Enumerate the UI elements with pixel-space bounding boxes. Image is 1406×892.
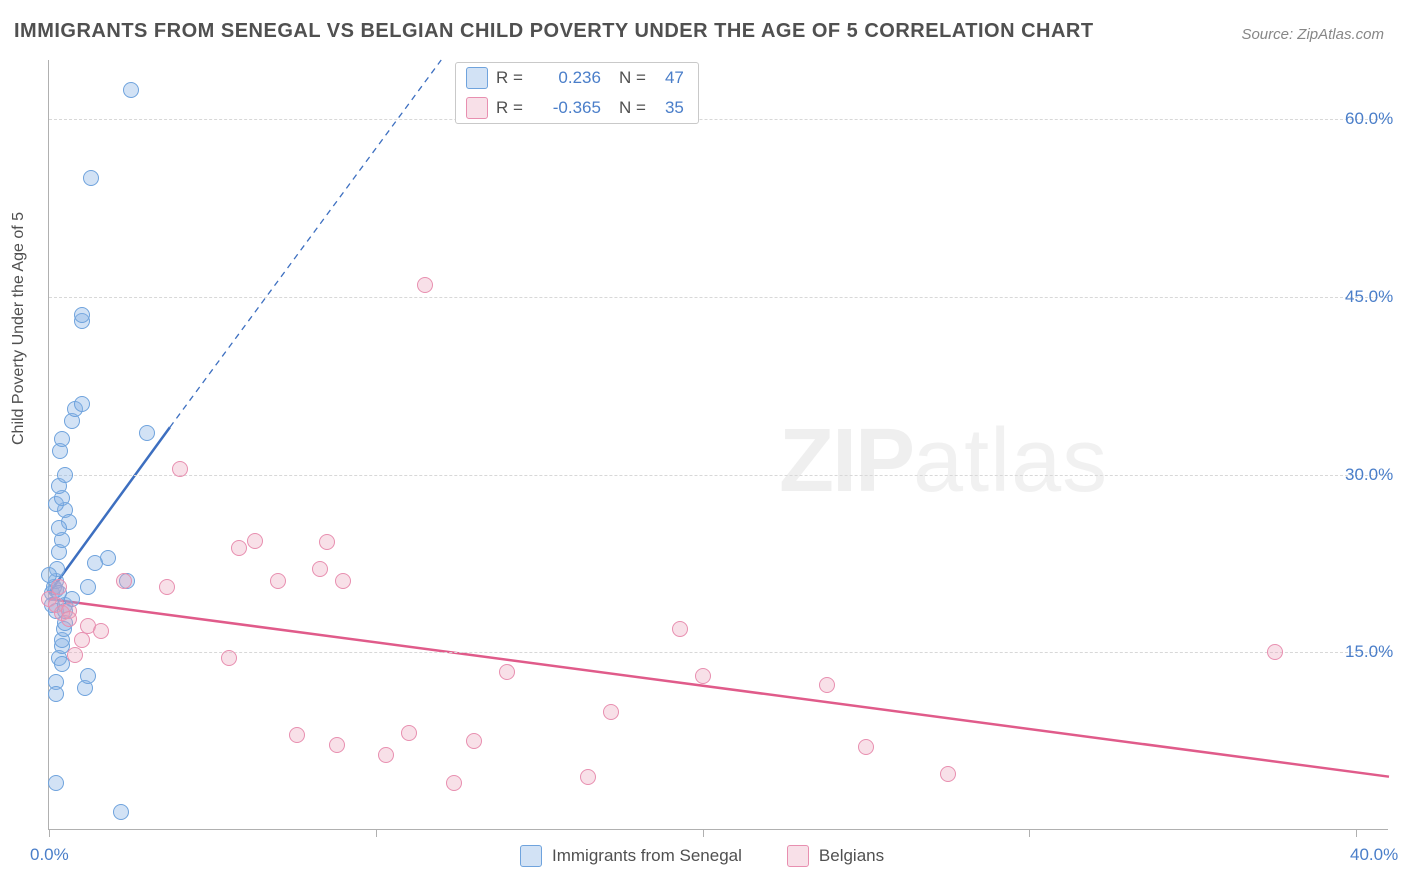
data-point bbox=[67, 647, 83, 663]
data-point bbox=[335, 573, 351, 589]
n-value: 35 bbox=[654, 98, 684, 118]
data-point bbox=[417, 277, 433, 293]
chart-title: IMMIGRANTS FROM SENEGAL VS BELGIAN CHILD… bbox=[14, 20, 1094, 43]
data-point bbox=[48, 686, 64, 702]
data-point bbox=[80, 668, 96, 684]
legend-swatch bbox=[520, 845, 542, 867]
data-point bbox=[54, 431, 70, 447]
plot-area: ZIPatlas bbox=[48, 60, 1388, 830]
legend-swatch bbox=[466, 67, 488, 89]
x-tick bbox=[1029, 829, 1030, 837]
data-point bbox=[172, 461, 188, 477]
data-point bbox=[672, 621, 688, 637]
data-point bbox=[319, 534, 335, 550]
data-point bbox=[580, 769, 596, 785]
data-point bbox=[499, 664, 515, 680]
r-label: R = bbox=[496, 98, 523, 118]
data-point bbox=[74, 396, 90, 412]
gridline-h bbox=[49, 119, 1388, 120]
data-point bbox=[858, 739, 874, 755]
data-point bbox=[247, 533, 263, 549]
data-point bbox=[57, 467, 73, 483]
series-name: Belgians bbox=[819, 846, 884, 866]
gridline-h bbox=[49, 297, 1388, 298]
data-point bbox=[819, 677, 835, 693]
data-point bbox=[603, 704, 619, 720]
data-point bbox=[61, 611, 77, 627]
x-tick bbox=[49, 829, 50, 837]
trend-lines-layer bbox=[49, 60, 1388, 829]
x-tick bbox=[703, 829, 704, 837]
data-point bbox=[1267, 644, 1283, 660]
data-point bbox=[116, 573, 132, 589]
watermark-atlas: atlas bbox=[913, 411, 1108, 511]
data-point bbox=[221, 650, 237, 666]
correlation-legend: R = 0.236 N = 47 R = -0.365 N = 35 bbox=[455, 62, 699, 124]
r-value: 0.236 bbox=[531, 68, 601, 88]
data-point bbox=[231, 540, 247, 556]
x-tick bbox=[1356, 829, 1357, 837]
data-point bbox=[51, 520, 67, 536]
data-point bbox=[446, 775, 462, 791]
data-point bbox=[270, 573, 286, 589]
x-axis-max-label: 40.0% bbox=[1350, 845, 1398, 865]
series-legend: Immigrants from Senegal Belgians bbox=[520, 845, 884, 867]
data-point bbox=[113, 804, 129, 820]
data-point bbox=[312, 561, 328, 577]
gridline-h bbox=[49, 475, 1388, 476]
data-point bbox=[48, 775, 64, 791]
legend-swatch bbox=[466, 97, 488, 119]
y-tick-label: 45.0% bbox=[1345, 287, 1393, 307]
data-point bbox=[74, 307, 90, 323]
series-legend-item: Immigrants from Senegal bbox=[520, 845, 742, 867]
data-point bbox=[80, 579, 96, 595]
data-point bbox=[466, 733, 482, 749]
legend-row: R = 0.236 N = 47 bbox=[456, 63, 698, 93]
data-point bbox=[378, 747, 394, 763]
y-axis-label: Child Poverty Under the Age of 5 bbox=[10, 212, 28, 445]
data-point bbox=[289, 727, 305, 743]
data-point bbox=[401, 725, 417, 741]
data-point bbox=[87, 555, 103, 571]
series-name: Immigrants from Senegal bbox=[552, 846, 742, 866]
r-value: -0.365 bbox=[531, 98, 601, 118]
data-point bbox=[123, 82, 139, 98]
y-tick-label: 15.0% bbox=[1345, 642, 1393, 662]
watermark: ZIPatlas bbox=[779, 410, 1108, 513]
data-point bbox=[695, 668, 711, 684]
y-tick-label: 30.0% bbox=[1345, 465, 1393, 485]
n-label: N = bbox=[619, 68, 646, 88]
data-point bbox=[329, 737, 345, 753]
r-label: R = bbox=[496, 68, 523, 88]
legend-swatch bbox=[787, 845, 809, 867]
data-point bbox=[940, 766, 956, 782]
data-point bbox=[83, 170, 99, 186]
gridline-h bbox=[49, 652, 1388, 653]
x-tick bbox=[376, 829, 377, 837]
data-point bbox=[159, 579, 175, 595]
legend-row: R = -0.365 N = 35 bbox=[456, 93, 698, 123]
watermark-zip: ZIP bbox=[779, 411, 913, 511]
n-label: N = bbox=[619, 98, 646, 118]
data-point bbox=[139, 425, 155, 441]
x-axis-min-label: 0.0% bbox=[30, 845, 69, 865]
series-legend-item: Belgians bbox=[787, 845, 884, 867]
n-value: 47 bbox=[654, 68, 684, 88]
source-credit: Source: ZipAtlas.com bbox=[1241, 26, 1384, 43]
y-tick-label: 60.0% bbox=[1345, 109, 1393, 129]
data-point bbox=[93, 623, 109, 639]
